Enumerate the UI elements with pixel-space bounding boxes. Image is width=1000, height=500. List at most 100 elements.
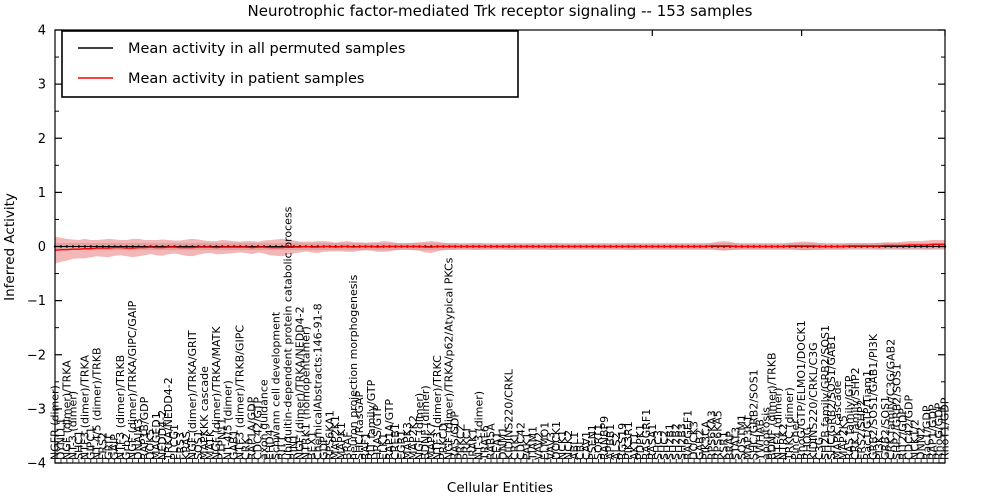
entity-tick-label: SHC/GRB2/SOS1 — [747, 369, 760, 460]
entity-tick-label: RASGRF1 — [640, 409, 653, 460]
entity-tick-label: NGF (dimer)/TRKA/MATK — [210, 326, 223, 460]
entity-tick-label: DOK5 — [144, 429, 157, 460]
permuted-mean-marker — [101, 245, 105, 248]
entity-tick-label: SH2B3 — [676, 423, 689, 460]
entity-tick-label: GDP — [317, 436, 330, 460]
entity-tick-label: BDNF (dimer)/TRKB — [765, 352, 778, 460]
entity-tick-label: Pincher — [789, 419, 802, 460]
entity-tick-label: VAV3 — [544, 432, 557, 460]
entity-tick-label: NEDD4-2 — [156, 410, 169, 460]
entity-tick-label: SHC2 — [658, 430, 671, 460]
entity-tick-label: Schwann cell development — [270, 311, 283, 460]
entity-tick-label: GIPC1 — [84, 427, 97, 460]
permuted-mean-marker — [125, 245, 128, 248]
entity-tick-label: PDPK1 — [634, 424, 647, 460]
entity-tick-label: PLCG1 — [168, 424, 181, 460]
entity-tick-label: RAS family/GTP — [843, 375, 856, 460]
entity-tick-label: NGF (dimer)/TRKA — [60, 360, 73, 460]
entity-tick-label: FRS2 — [96, 432, 109, 460]
patient-band — [55, 236, 945, 264]
permuted-mean-marker — [107, 245, 111, 248]
entity-tick-label: NGF (dimer) — [413, 393, 426, 460]
entity-tick-label: SH2B1 — [664, 423, 677, 460]
entity-tick-label: NTF3 (dimer)/TRKB — [114, 355, 127, 460]
entity-tick-label: DNAJA3 — [132, 418, 145, 460]
entity-tick-label: PSEN1 — [586, 424, 599, 460]
entity-tick-label: RHOG — [801, 427, 814, 460]
entity-tick-label: RhoG/GDP — [933, 402, 946, 460]
entity-tick-label: SH2B family/GRB2/SOS1 — [819, 325, 832, 460]
entity-tick-label: RANBP9 — [598, 416, 611, 460]
entity-tick-label: NCK1 — [556, 430, 569, 460]
entity-tick-label: NT-4/5 (dimer) — [222, 380, 235, 460]
entity-tick-label: RAB5A — [485, 423, 498, 460]
entity-tick-label: PTPN11 — [216, 418, 229, 460]
entity-tick-label: RIT2/GDP — [897, 408, 910, 460]
entity-tick-label: MAP2K2 — [407, 415, 420, 460]
legend-box — [61, 30, 519, 98]
permuted-mean-marker — [65, 245, 69, 248]
entity-tick-label: CRK — [240, 437, 253, 460]
entity-tick-label: CDC42/GTP — [252, 397, 265, 460]
entity-tick-label: RAP1/GDP — [927, 404, 940, 460]
permuted-mean-marker — [95, 245, 99, 248]
entity-tick-label: CRK family/C3G/GAB2 — [885, 339, 898, 460]
y-axis-label: Inferred Activity — [2, 193, 18, 301]
entity-tick-label: EEA1 — [491, 432, 504, 460]
y-tick-label: 4 — [38, 24, 46, 39]
entity-tick-label: SHC1 — [72, 430, 85, 460]
y-tick-label: −4 — [27, 457, 46, 472]
entity-tick-label: NGF (dimer)/TRKA/p62/Atypical PKCs — [443, 257, 456, 460]
entity-tick-label: DOCK3 — [688, 421, 701, 460]
entity-tick-label: CREB1 — [389, 423, 402, 460]
entity-tick-label: APBB1 — [604, 424, 617, 460]
entity-tick-label: ALS2 — [610, 432, 623, 460]
entity-tick-label: PRKCD — [437, 423, 450, 460]
entity-tick-label: MAPK cascade — [831, 380, 844, 460]
entity-tick-label: NGF (dimer)/TRKA/GRIT — [186, 330, 199, 460]
entity-tick-label: KIDINS220/CRKL — [503, 368, 516, 460]
entity-tick-label: NT-3 (dimer) — [473, 391, 486, 460]
permuted-mean-marker — [71, 245, 75, 248]
entity-tick-label: BEX1 — [305, 431, 318, 460]
entity-tick-label: MAP2K5 — [837, 415, 850, 460]
entity-tick-label: Rac1/GTP/Tiam1 — [861, 370, 874, 460]
entity-tick-label: RPS6KA3 — [706, 410, 719, 460]
y-tick-label: 3 — [38, 78, 46, 93]
entity-tick-label: SHC/GRB2/SOS1/GAB1 — [825, 335, 838, 460]
entity-tick-label: SHC/RasGAP — [353, 390, 366, 460]
entity-tick-label: NT-4/5 (dimer)/TRKB — [90, 347, 103, 460]
entity-tick-label: GAB1 — [228, 429, 241, 460]
x-axis-label: Cellular Entities — [447, 480, 553, 496]
entity-tick-label: RPS6KA1 — [323, 410, 336, 460]
y-tick-label: −2 — [27, 348, 46, 363]
entity-tick-label: PIK3CA — [700, 420, 713, 460]
entity-tick-label: MAPK1 — [335, 422, 348, 460]
entity-tick-label: PAK1 — [520, 432, 533, 460]
entity-tick-label: NTRK1 (homopentamer) — [299, 326, 312, 460]
confidence-bands — [55, 236, 945, 264]
entity-tick-label: BRAF — [341, 431, 354, 460]
permuted-mean-marker — [919, 245, 923, 248]
permuted-mean-marker — [925, 245, 929, 248]
entity-tick-label: SH2B2 — [670, 423, 683, 460]
entity-tick-label: RIN1 — [287, 434, 300, 460]
entity-tick-label: SQSTM1 — [735, 414, 748, 460]
permuted-mean-marker — [83, 245, 87, 248]
entity-tick-label: KSR1 — [718, 431, 731, 460]
entity-tick-label: RIT family/GTP — [365, 379, 378, 460]
permuted-mean-marker — [913, 245, 917, 248]
entity-tick-label: EGR1 — [395, 430, 408, 460]
entity-tick-label: RAS/GDP — [449, 411, 462, 460]
entity-tick-label: YWHAB — [753, 419, 766, 461]
entity-tick-label: NTF3 (dimer)/TRKC — [431, 355, 444, 460]
entity-tick-label: MAPK3 — [401, 422, 414, 460]
entity-tick-label: ABL1 — [568, 432, 581, 460]
entity-tick-label: EHD4 — [264, 429, 277, 460]
y-tick-label: 0 — [38, 240, 46, 255]
entity-tick-label: NTF3 (dimer)/TRKB/GIPC — [234, 325, 247, 460]
entity-tick-label: ubiquitin-dependent protein catabolic pr… — [282, 206, 295, 460]
entity-tick-label: KIDINS220/CRKL/C3G — [807, 342, 820, 460]
entity-tick-label: NCK2 — [562, 430, 575, 460]
